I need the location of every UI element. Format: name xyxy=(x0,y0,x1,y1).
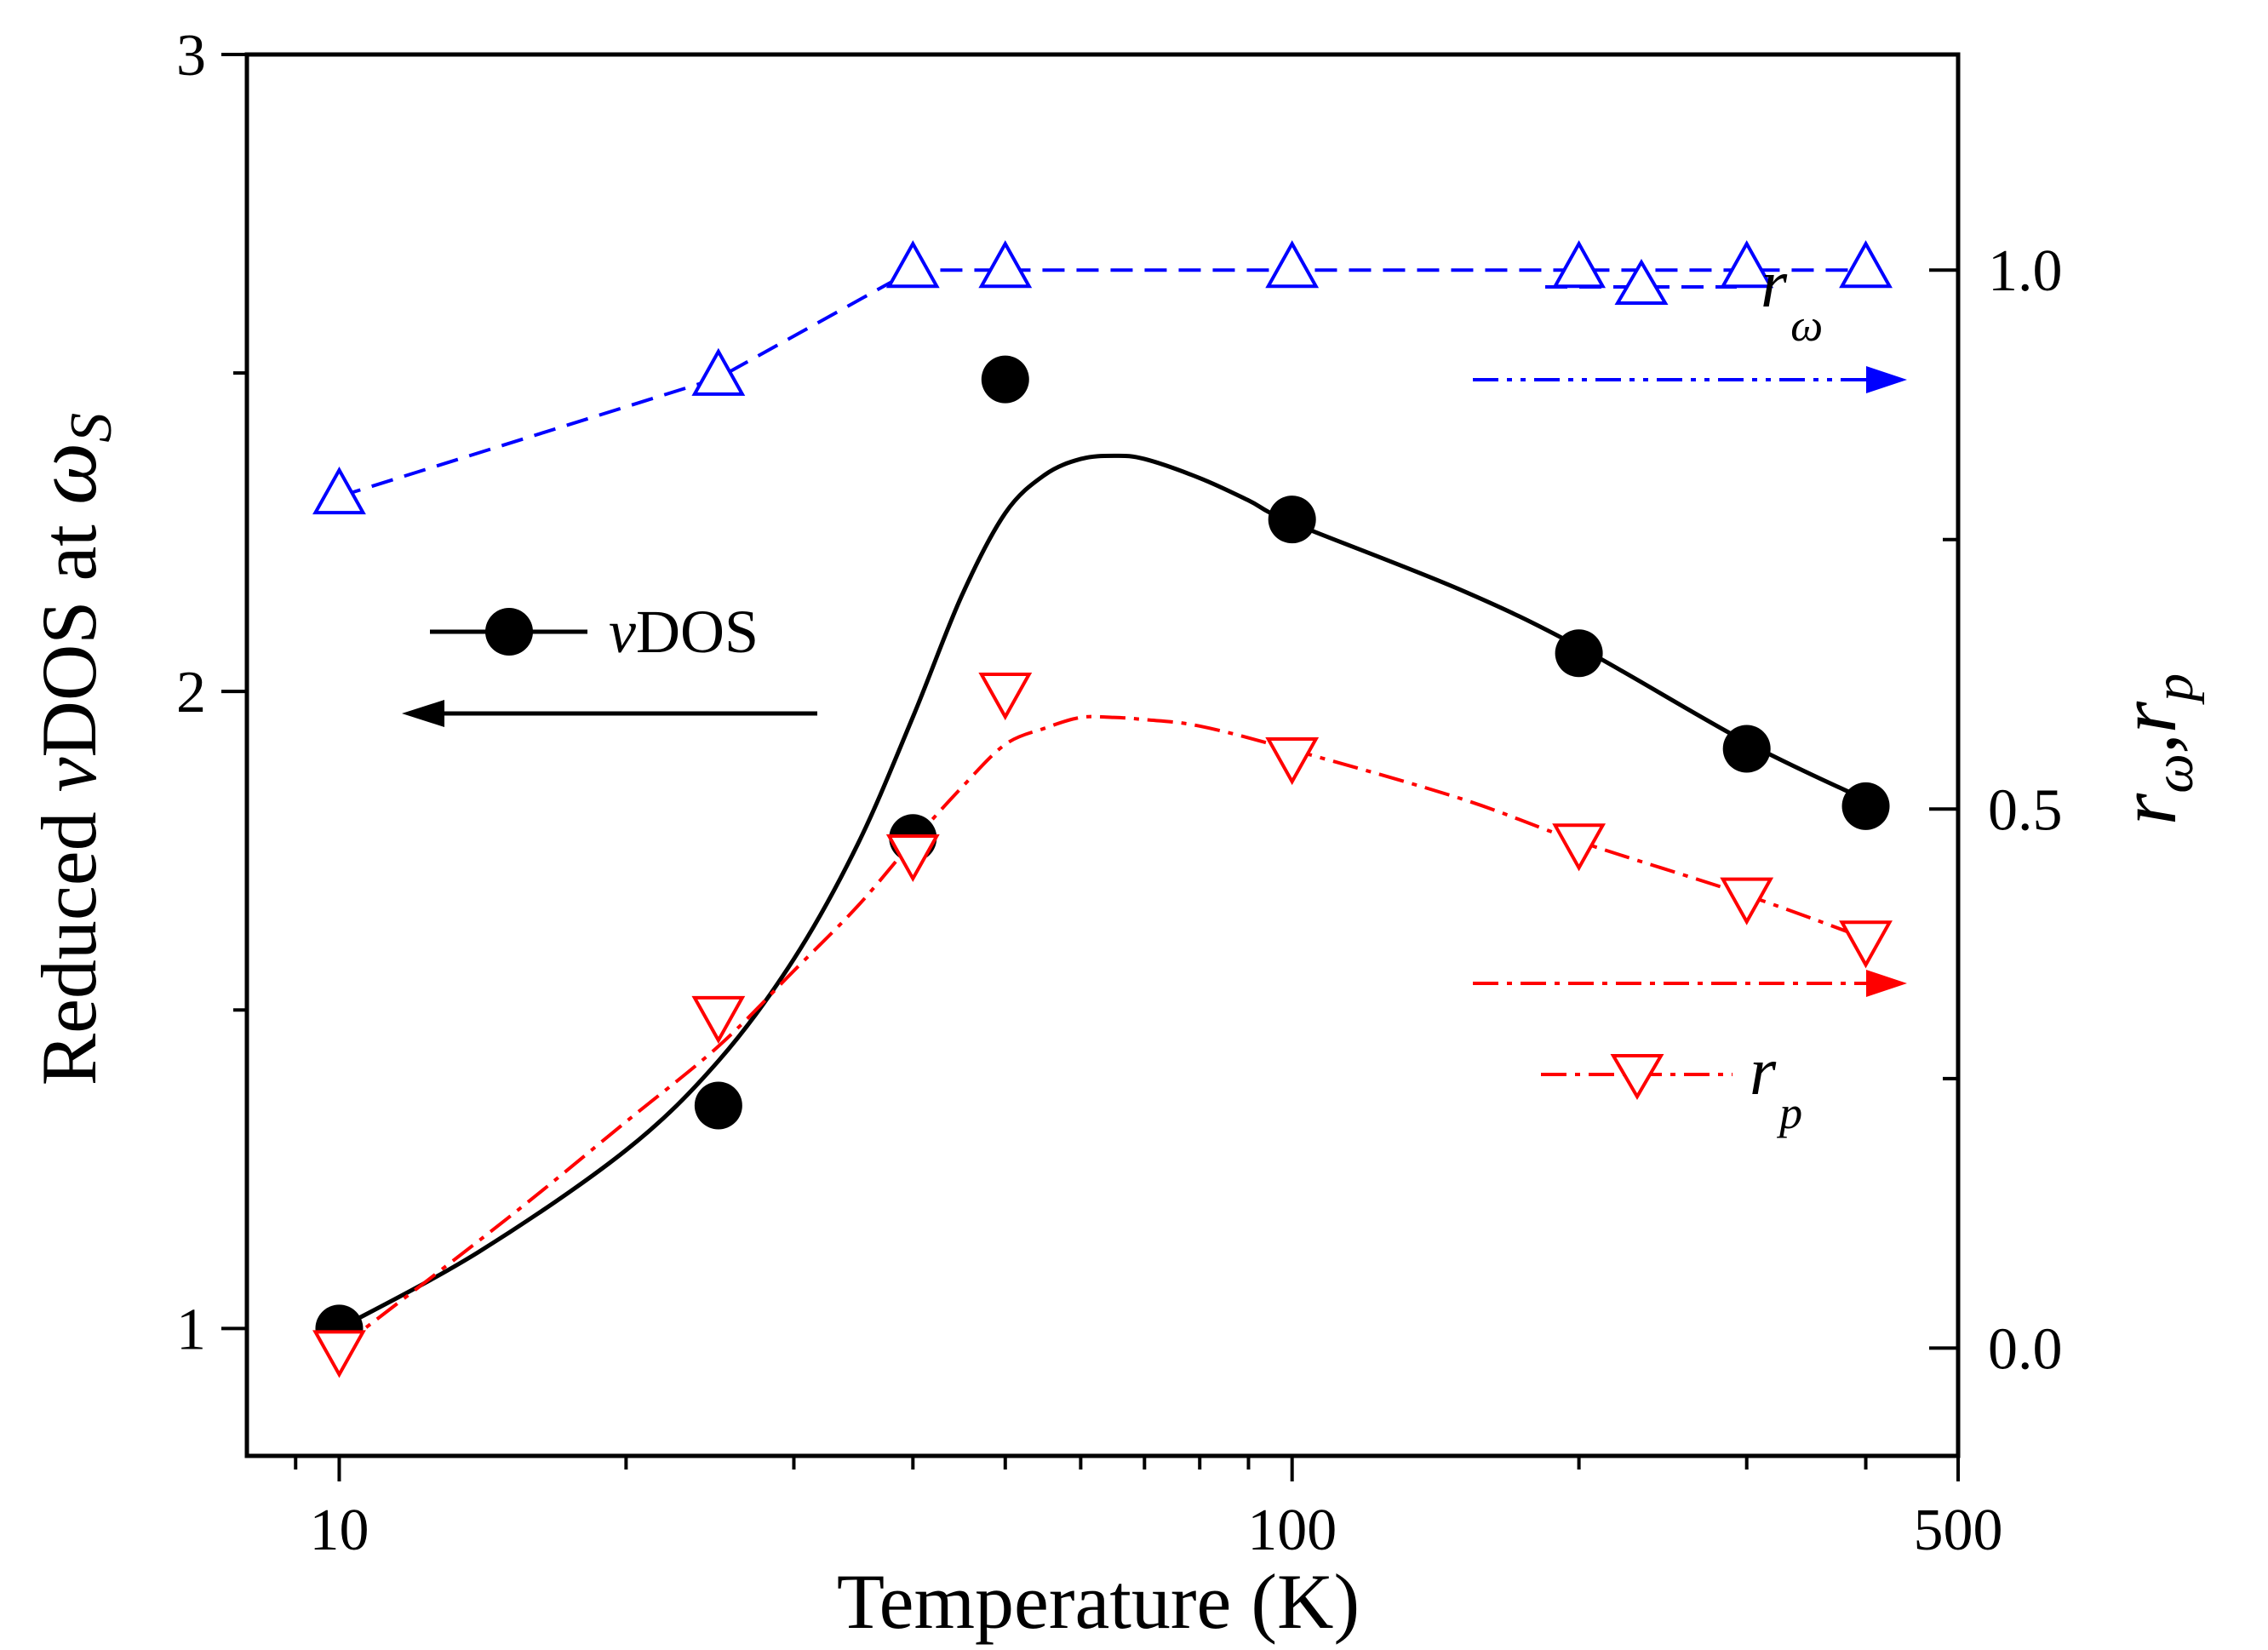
y-left-tick-label: 3 xyxy=(176,23,206,89)
r-omega-point xyxy=(978,240,1033,289)
plot-frame-group xyxy=(244,52,1961,1458)
y-right-axis-title: rω,rp xyxy=(2102,673,2205,825)
vdos-point xyxy=(694,1081,742,1130)
y-left-title-prefix: Reduced xyxy=(26,792,112,1086)
legend-vdos-nu: v xyxy=(609,598,636,666)
y-left-title-sub: S xyxy=(59,413,124,443)
arrow-right-blue xyxy=(1473,366,1907,393)
r-p-point xyxy=(1839,920,1893,969)
arrow-right-blue-head xyxy=(1866,366,1907,393)
legend-r-p-label: rp xyxy=(1750,1034,1802,1138)
r-omega-point xyxy=(1839,240,1893,289)
y-left-tick-label: 1 xyxy=(176,1297,206,1362)
series-layer xyxy=(312,240,1893,1378)
arrow-left-head xyxy=(402,700,444,727)
y-right-tick-label: 0.5 xyxy=(1988,777,2063,843)
vdos-point xyxy=(1268,496,1316,544)
y-right-title-r1: r xyxy=(2102,793,2193,825)
y-left-title-nu: v xyxy=(26,757,112,792)
r-p-point xyxy=(312,1330,366,1378)
vdos-point xyxy=(1555,629,1603,678)
legend-vdos-label: vDOS xyxy=(609,598,759,666)
x-axis-ticks: 10 100 500 xyxy=(294,1456,2003,1563)
legend-vdos: vDOS xyxy=(430,598,759,666)
legend-r-omega-marker xyxy=(1614,259,1669,305)
legend-r-omega-sub: ω xyxy=(1790,300,1823,351)
y-left-title-mid: DOS at xyxy=(26,505,112,757)
x-tick-label: 10 xyxy=(309,1498,369,1563)
arrow-right-red xyxy=(1473,970,1907,997)
y-right-tick-label: 1.0 xyxy=(1988,238,2063,304)
y-right-axis-ticks: 0.0 0.5 1.0 xyxy=(1929,238,2063,1382)
r-p-point xyxy=(1552,823,1606,872)
vdos-point xyxy=(981,355,1029,404)
x-tick-label: 100 xyxy=(1247,1498,1337,1563)
r-p-point xyxy=(978,673,1033,721)
r-omega-point xyxy=(1552,240,1606,289)
x-axis-title: Temperature (K) xyxy=(837,1558,1360,1645)
r-p-point xyxy=(1265,737,1320,786)
legend-r-omega-label: rω xyxy=(1761,247,1823,351)
r-p-point xyxy=(691,995,746,1044)
y-right-title-r2: r xyxy=(2102,701,2193,733)
series-line-r-p-fit xyxy=(338,714,1867,1349)
y-left-title-omega: ω xyxy=(17,443,115,505)
r-p-point xyxy=(1720,877,1774,925)
arrow-left-axis xyxy=(402,700,817,727)
legend-vdos-text: DOS xyxy=(636,598,759,666)
y-left-tick-label: 2 xyxy=(176,660,206,725)
r-omega-point xyxy=(312,467,366,515)
y-left-axis-title: Reduced vDOS at ωS xyxy=(17,413,124,1086)
legend-r-p-sub: p xyxy=(1776,1087,1802,1138)
legend-r-omega-r: r xyxy=(1761,247,1788,322)
y-right-title-sub2: p xyxy=(2143,673,2205,705)
series-line-vdos-fit xyxy=(338,453,1867,1331)
legend-r-p-marker xyxy=(1610,1054,1664,1100)
x-tick-label: 500 xyxy=(1914,1498,2003,1563)
r-p-point xyxy=(885,834,940,883)
y-right-tick-label: 0.0 xyxy=(1988,1316,2063,1382)
legend-r-p: rp xyxy=(1541,1034,1802,1138)
r-omega-point xyxy=(1720,240,1774,289)
r-omega-point xyxy=(691,347,746,396)
legend-r-p-r: r xyxy=(1750,1034,1777,1109)
legend-r-omega: rω xyxy=(1545,247,1823,351)
arrow-right-red-head xyxy=(1866,970,1907,997)
y-left-axis-ticks: 1 2 3 xyxy=(176,23,247,1362)
series-line-r- xyxy=(338,268,1866,499)
plot-frame xyxy=(244,52,1961,1458)
vdos-point xyxy=(1722,725,1771,773)
vdos-point xyxy=(1841,782,1890,830)
y-right-title-sub1: ω xyxy=(2143,753,2205,793)
r-omega-point xyxy=(1265,240,1320,289)
y-right-title-comma: , xyxy=(2102,733,2193,753)
r-omega-point xyxy=(885,240,940,289)
legend-vdos-marker xyxy=(485,608,533,656)
